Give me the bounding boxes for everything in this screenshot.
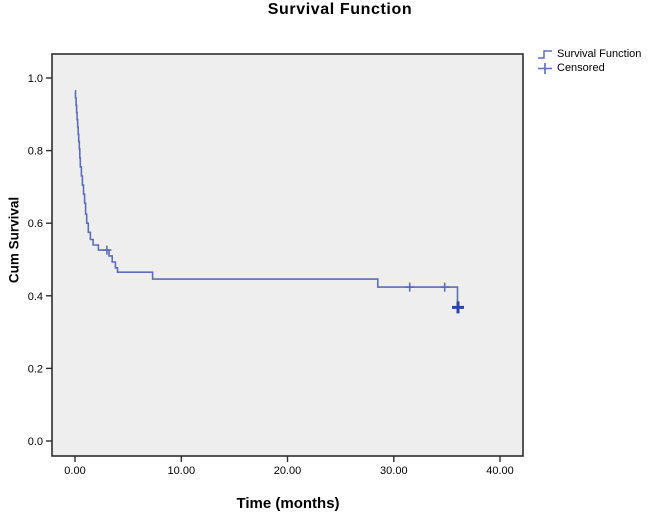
x-tick-label: 30.00	[380, 465, 408, 477]
step-line-icon	[538, 49, 552, 59]
y-tick-label: 0.0	[28, 436, 43, 448]
plot-area	[51, 53, 524, 457]
y-tick-label: 0.2	[28, 363, 43, 375]
censored-mark	[102, 245, 112, 255]
y-tick-label: 0.4	[28, 291, 43, 303]
x-tick-label: 0.00	[64, 465, 85, 477]
legend-item-survival: Survival Function	[537, 47, 641, 61]
y-axis-title: Cum Survival	[6, 196, 22, 284]
censored-mark-bold	[452, 301, 464, 314]
x-tick-label: 20.00	[274, 465, 302, 477]
censored-mark	[405, 282, 415, 292]
x-axis-title: Time (months)	[236, 495, 340, 512]
x-tick-label: 10.00	[168, 465, 196, 477]
legend-label-survival: Survival Function	[557, 48, 642, 60]
y-tick-label: 1.0	[28, 73, 43, 85]
y-tick-label: 0.6	[28, 218, 43, 230]
legend: Survival Function Censored	[537, 47, 641, 75]
y-tick-label: 0.8	[28, 146, 43, 158]
chart-title: Survival Function	[267, 1, 413, 18]
survival-curve	[74, 89, 459, 308]
censored-mark	[440, 282, 450, 292]
plus-mark-icon	[538, 62, 552, 74]
x-tick-label: 40.00	[486, 465, 514, 477]
legend-item-censored: Censored	[537, 61, 641, 75]
legend-label-censored: Censored	[557, 62, 605, 74]
